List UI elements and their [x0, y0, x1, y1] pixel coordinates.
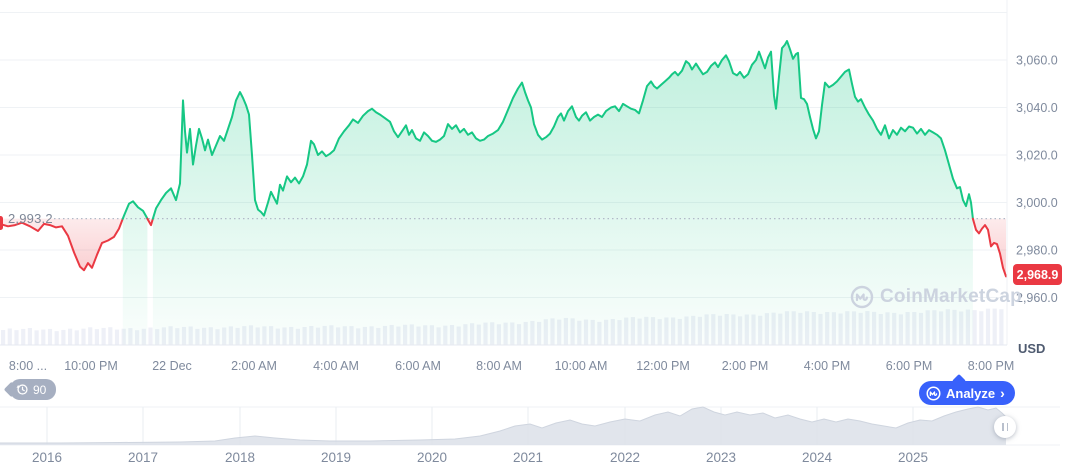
analyze-button-label: Analyze	[946, 385, 996, 401]
x-axis-label: 8:00 AM	[476, 359, 522, 373]
price-line	[0, 40, 1007, 278]
drag-handle-icon	[1006, 423, 1008, 431]
x-axis-labels: 8:00 ... 10:00 PM 22 Dec 2:00 AM 4:00 AM 6:00…	[9, 359, 1014, 373]
history-badge-count: 90	[33, 382, 47, 397]
x-axis-label: 2:00 AM	[231, 359, 277, 373]
y-axis-labels: 3,060.0 3,040.0 3,020.0 3,000.0 2,980.0 2,960…	[1016, 54, 1058, 306]
navigator-year-label: 2024	[802, 450, 833, 465]
watermark-text: CoinMarketCap	[880, 286, 1022, 307]
y-axis-label: 3,040.0	[1016, 101, 1058, 115]
navigator-series-edge	[0, 406, 1007, 444]
x-axis-label: 8:00 PM	[968, 359, 1015, 373]
y-axis-label: 3,060.0	[1016, 54, 1058, 68]
x-axis-label: 4:00 PM	[804, 359, 851, 373]
navigator-year-label: 2018	[225, 450, 255, 465]
analyze-button[interactable]: Analyze ›	[919, 381, 1015, 405]
y-axis-label: 3,020.0	[1016, 149, 1058, 163]
coinmarketcap-logo-icon	[850, 285, 874, 309]
current-price-badge: 2,968.9	[1013, 264, 1062, 285]
navigator-year-label: 2021	[513, 450, 543, 465]
y-axis-label: 2,980.0	[1016, 244, 1058, 258]
navigator-year-label: 2020	[417, 450, 447, 465]
x-axis-label: 2:00 PM	[722, 359, 769, 373]
navigator-year-label: 2022	[610, 450, 640, 465]
navigator-area[interactable]: 2016 2017 2018 2019 2020 2021 2022 2023 2024 2025	[0, 406, 1060, 465]
open-price-marker-sliver	[0, 216, 3, 230]
navigator-range-handle[interactable]	[994, 416, 1016, 438]
chevron-right-icon: ›	[1000, 384, 1005, 401]
price-area	[0, 41, 1006, 345]
x-axis-label: 4:00 AM	[313, 359, 359, 373]
clock-history-icon	[16, 384, 28, 395]
drag-handle-icon	[1002, 423, 1004, 431]
open-price-label: 2,993.2	[8, 211, 53, 226]
navigator-series	[0, 407, 1006, 445]
navigator-year-label: 2016	[32, 450, 62, 465]
x-axis-label: 12:00 PM	[636, 359, 690, 373]
x-axis-label: 10:00 AM	[555, 359, 608, 373]
coinmarketcap-watermark: CoinMarketCap	[850, 285, 1022, 309]
history-badge[interactable]: 90	[10, 379, 57, 400]
currency-label: USD	[1018, 341, 1046, 356]
x-axis-label: 8:00 ...	[9, 359, 47, 373]
coinmarketcap-logo-icon	[926, 386, 941, 400]
y-axis-label: 3,000.0	[1016, 196, 1058, 210]
y-axis-label: 2,960.0	[1016, 291, 1058, 305]
navigator-year-label: 2019	[321, 450, 351, 465]
navigator-year-label: 2025	[898, 450, 928, 465]
x-axis-label: 6:00 AM	[395, 359, 441, 373]
x-axis-label: 22 Dec	[152, 359, 192, 373]
x-axis-label: 6:00 PM	[886, 359, 933, 373]
navigator-year-label: 2023	[706, 450, 736, 465]
x-axis-label: 10:00 PM	[64, 359, 118, 373]
navigator-year-label: 2017	[128, 450, 158, 465]
